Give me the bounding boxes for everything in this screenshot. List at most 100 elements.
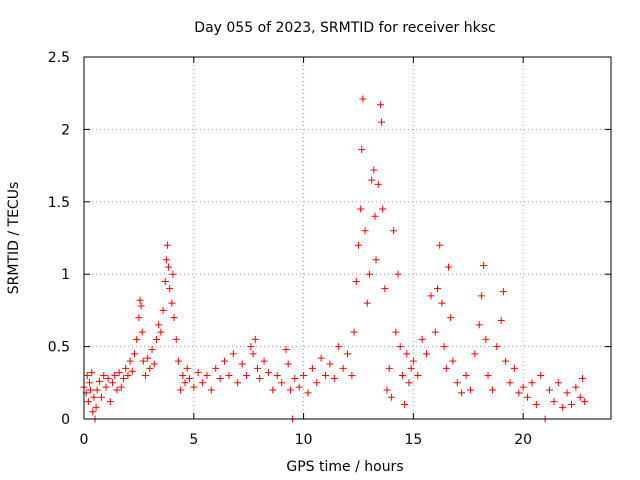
data-point bbox=[578, 374, 586, 382]
data-point bbox=[409, 357, 417, 365]
data-point bbox=[379, 205, 387, 213]
data-point bbox=[249, 350, 257, 358]
data-point bbox=[385, 364, 393, 372]
x-tick-label: 15 bbox=[404, 432, 422, 448]
data-point bbox=[572, 383, 580, 391]
data-point bbox=[284, 360, 292, 368]
data-point bbox=[515, 389, 523, 397]
data-point bbox=[124, 372, 132, 380]
data-point bbox=[144, 354, 152, 362]
data-point bbox=[499, 288, 507, 296]
data-point bbox=[256, 374, 264, 382]
y-tick-label: 1 bbox=[61, 267, 70, 283]
data-point bbox=[163, 241, 171, 249]
x-axis-label: GPS time / hours bbox=[286, 459, 403, 475]
data-point bbox=[251, 335, 259, 343]
data-point bbox=[546, 386, 554, 394]
data-point bbox=[247, 343, 255, 351]
data-point bbox=[168, 299, 176, 307]
data-point bbox=[194, 369, 202, 377]
data-point bbox=[506, 379, 514, 387]
data-point bbox=[462, 372, 470, 380]
data-point bbox=[326, 360, 334, 368]
data-point bbox=[354, 241, 362, 249]
data-point bbox=[359, 95, 367, 103]
data-point bbox=[278, 379, 286, 387]
data-point bbox=[317, 354, 325, 362]
data-point bbox=[264, 369, 272, 377]
data-point bbox=[313, 379, 321, 387]
data-point bbox=[381, 285, 389, 293]
data-point bbox=[493, 343, 501, 351]
data-point bbox=[488, 386, 496, 394]
data-point bbox=[93, 386, 101, 394]
data-point bbox=[88, 369, 96, 377]
data-point bbox=[304, 389, 312, 397]
y-tick-label: 1.5 bbox=[48, 195, 70, 211]
data-point bbox=[190, 383, 198, 391]
data-point bbox=[183, 364, 191, 372]
data-point bbox=[162, 256, 170, 264]
data-point bbox=[484, 372, 492, 380]
data-point bbox=[471, 350, 479, 358]
data-point bbox=[567, 401, 575, 409]
data-point bbox=[550, 398, 558, 406]
data-point bbox=[458, 389, 466, 397]
data-point bbox=[335, 343, 343, 351]
data-point bbox=[169, 270, 177, 278]
data-point bbox=[87, 386, 95, 394]
data-point bbox=[111, 372, 119, 380]
data-point bbox=[165, 263, 173, 271]
data-point bbox=[273, 372, 281, 380]
data-point bbox=[286, 386, 294, 394]
data-point bbox=[387, 393, 395, 401]
x-tick-label: 0 bbox=[80, 432, 89, 448]
data-point bbox=[139, 357, 147, 365]
data-point bbox=[131, 350, 139, 358]
data-point bbox=[475, 321, 483, 329]
x-axis-ticks: 0 5 10 15 20 bbox=[80, 57, 532, 448]
data-point bbox=[141, 372, 149, 380]
data-point bbox=[109, 379, 117, 387]
data-point bbox=[398, 372, 406, 380]
data-point bbox=[136, 296, 144, 304]
data-point bbox=[181, 379, 189, 387]
data-point bbox=[106, 398, 114, 406]
chart-title: Day 055 of 2023, SRMTID for receiver hks… bbox=[194, 20, 495, 36]
data-point bbox=[401, 401, 409, 409]
data-point bbox=[357, 205, 365, 213]
data-point bbox=[92, 403, 100, 411]
data-point bbox=[100, 372, 108, 380]
data-point bbox=[89, 408, 97, 416]
data-point bbox=[152, 335, 160, 343]
data-point bbox=[423, 350, 431, 358]
data-point bbox=[221, 357, 229, 365]
data-point bbox=[104, 374, 112, 382]
y-axis-label: SRMTID / TECUs bbox=[6, 182, 22, 295]
data-point bbox=[524, 393, 532, 401]
data-point bbox=[532, 401, 540, 409]
data-point bbox=[466, 386, 474, 394]
data-point bbox=[403, 350, 411, 358]
data-point bbox=[170, 314, 178, 322]
data-point bbox=[137, 302, 145, 310]
data-point bbox=[135, 314, 143, 322]
data-point bbox=[371, 212, 379, 220]
data-point bbox=[225, 372, 233, 380]
data-point bbox=[480, 262, 488, 270]
data-point bbox=[559, 403, 567, 411]
data-point bbox=[372, 256, 380, 264]
data-point bbox=[537, 372, 545, 380]
data-points bbox=[80, 95, 589, 423]
y-axis-ticks: 0 0.5 1 1.5 2 2.5 bbox=[48, 50, 611, 428]
data-point bbox=[229, 350, 237, 358]
data-point bbox=[234, 379, 242, 387]
data-point bbox=[253, 364, 261, 372]
y-tick-label: 2.5 bbox=[48, 50, 70, 66]
data-point bbox=[563, 389, 571, 397]
data-point bbox=[282, 345, 290, 353]
data-point bbox=[361, 227, 369, 235]
y-tick-label: 0.5 bbox=[48, 340, 70, 356]
data-point bbox=[453, 379, 461, 387]
data-point bbox=[308, 364, 316, 372]
